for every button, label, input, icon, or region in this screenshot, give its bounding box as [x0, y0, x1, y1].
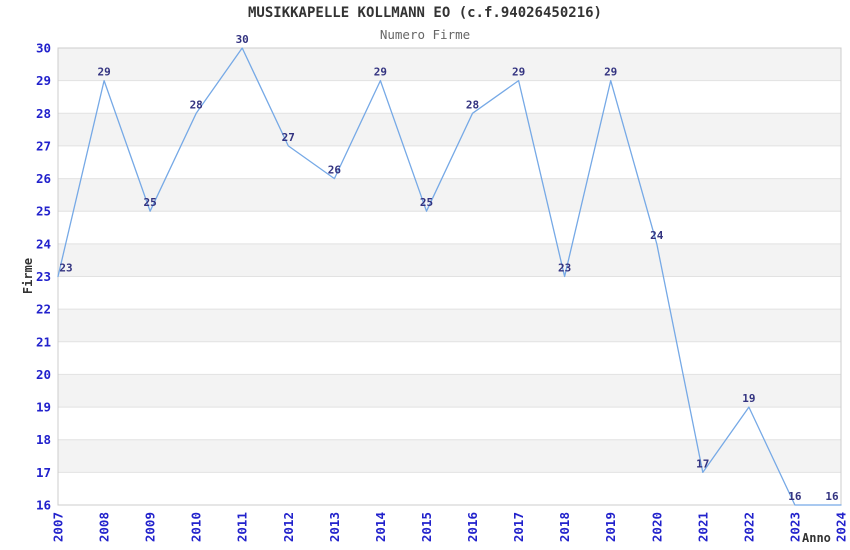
plot-band [58, 439, 841, 473]
x-tick-label: 2016 [465, 512, 480, 542]
y-tick-label: 22 [36, 302, 51, 317]
data-label: 27 [282, 131, 295, 144]
data-label: 25 [420, 196, 433, 209]
x-tick-label: 2017 [511, 512, 526, 542]
data-label: 29 [512, 66, 525, 79]
y-tick-label: 17 [36, 465, 51, 480]
x-tick-label: 2009 [143, 512, 158, 542]
data-label: 29 [97, 66, 110, 79]
x-tick-label: 2018 [557, 512, 572, 542]
y-tick-label: 20 [36, 367, 51, 382]
x-tick-label: 2011 [235, 512, 250, 542]
y-tick-label: 19 [36, 400, 51, 415]
data-label: 26 [328, 164, 342, 177]
x-tick-label: 2019 [603, 512, 618, 542]
x-tick-label: 2023 [787, 512, 802, 542]
y-tick-label: 24 [36, 236, 51, 251]
plot-band [58, 178, 841, 212]
plot-band [58, 374, 841, 408]
x-tick-label: 2007 [51, 512, 66, 542]
y-tick-label: 18 [36, 432, 51, 447]
data-label: 23 [558, 262, 571, 275]
x-tick-label: 2015 [419, 512, 434, 542]
data-label: 28 [466, 98, 479, 111]
series-line [57, 47, 842, 506]
plot-band [58, 243, 841, 277]
x-tick-label: 2010 [189, 512, 204, 542]
y-tick-label: 23 [36, 269, 51, 284]
x-tick-label: 2013 [327, 512, 342, 542]
plot-band [58, 113, 841, 146]
data-label: 25 [143, 196, 156, 209]
x-tick-label: 2008 [97, 512, 112, 542]
data-label: 24 [650, 229, 664, 242]
y-tick-label: 21 [36, 334, 51, 349]
data-label: 16 [825, 490, 839, 503]
data-label: 28 [190, 98, 203, 111]
x-axis-title: Anno [802, 531, 831, 545]
data-label: 30 [236, 33, 249, 46]
chart-title: MUSIKKAPELLE KOLLMANN EO (c.f.9402645021… [247, 5, 602, 21]
x-tick-label: 2012 [281, 512, 296, 542]
x-tick-label: 2021 [695, 512, 710, 542]
x-tick-label: 2024 [834, 512, 849, 542]
data-label: 17 [696, 457, 709, 470]
y-tick-label: 29 [36, 73, 51, 88]
y-tick-label: 28 [36, 106, 51, 121]
y-tick-label: 25 [36, 204, 51, 219]
data-label: 16 [788, 490, 802, 503]
plot-band [58, 48, 841, 81]
x-tick-label: 2022 [741, 512, 756, 542]
data-label: 29 [604, 66, 617, 79]
chart-subtitle: Numero Firme [379, 27, 471, 42]
y-tick-label: 30 [36, 41, 51, 56]
y-tick-label: 27 [36, 138, 51, 153]
y-tick-label: 16 [36, 498, 51, 513]
data-label: 23 [59, 262, 72, 275]
x-tick-label: 2020 [649, 512, 664, 542]
data-label: 29 [374, 66, 387, 79]
data-label: 19 [742, 392, 755, 405]
x-tick-label: 2014 [373, 512, 388, 542]
plot-band [58, 309, 841, 342]
y-tick-label: 26 [36, 171, 51, 186]
